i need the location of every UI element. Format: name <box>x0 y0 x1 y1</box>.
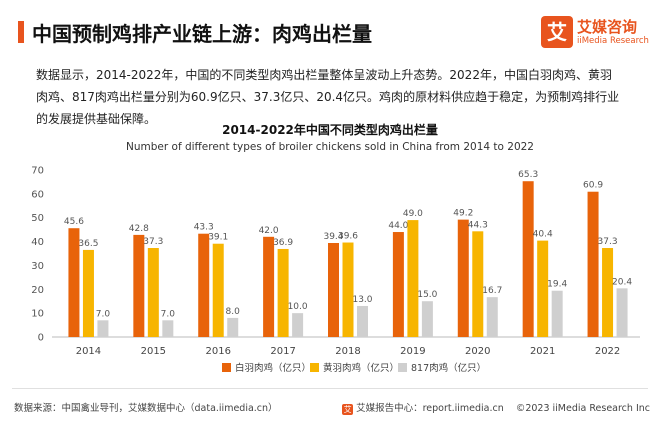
legend-label: 白羽肉鸡（亿只） <box>235 362 311 374</box>
y-tick-label: 60 <box>31 189 44 200</box>
data-label: 8.0 <box>226 307 241 317</box>
bar-series-1 <box>537 240 549 337</box>
legend-label: 817肉鸡（亿只） <box>411 362 486 374</box>
bar-series-2 <box>616 288 628 337</box>
bar-series-1 <box>212 243 224 337</box>
data-label: 16.7 <box>482 286 502 296</box>
legend-swatch <box>398 363 407 372</box>
data-label: 42.0 <box>259 226 279 236</box>
bar-series-0 <box>263 236 275 337</box>
bar-series-2 <box>551 290 563 337</box>
x-tick-label: 2019 <box>400 346 425 357</box>
bar-series-0 <box>522 181 534 337</box>
data-label: 7.0 <box>96 309 111 319</box>
y-tick-label: 0 <box>38 333 44 344</box>
logo-text-en: iiMedia Research <box>577 36 649 46</box>
bar-series-2 <box>486 297 498 337</box>
bar-series-1 <box>147 248 159 337</box>
chart-title: 2014-2022年中国不同类型肉鸡出栏量 <box>222 123 438 137</box>
bar-series-2 <box>292 313 304 337</box>
bar-series-2 <box>162 320 174 337</box>
data-label: 7.0 <box>161 309 176 319</box>
data-label: 39.4 <box>323 232 343 242</box>
page-title: 中国预制鸡排产业链上游：肉鸡出栏量 <box>32 22 372 46</box>
data-label: 44.0 <box>388 221 408 231</box>
legend-label: 黄羽肉鸡（亿只） <box>323 362 399 374</box>
data-label: 39.1 <box>208 233 228 243</box>
legend-swatch <box>310 363 319 372</box>
data-label: 43.3 <box>194 223 214 233</box>
bar-chart: 0 10 20 30 40 50 60 70 45.6 36.5 7.0 2014 42.8 37.3 7.… <box>31 166 640 374</box>
data-label: 19.4 <box>547 280 567 290</box>
report-center-link[interactable]: 艾媒报告中心：report.iimedia.cn <box>356 403 504 414</box>
x-tick-label: 2021 <box>530 346 555 357</box>
y-tick-label: 10 <box>31 309 44 320</box>
data-label: 45.6 <box>64 217 84 227</box>
y-tick-label: 40 <box>31 237 44 248</box>
x-tick-label: 2016 <box>205 346 230 357</box>
logo-glyph: 艾 <box>541 16 573 48</box>
footer-credits: 艾艾媒报告中心：report.iimedia.cn ©2023 iiMedia … <box>342 400 650 415</box>
bar-series-1 <box>342 242 354 337</box>
logo-text-cn: 艾媒咨询 <box>577 18 638 36</box>
data-label: 36.5 <box>78 239 98 249</box>
data-label: 65.3 <box>518 170 538 180</box>
description-line-2: 肉鸡、817肉鸡出栏量分别为60.9亿只、37.3亿只、20.4亿只。鸡肉的原材… <box>36 90 620 104</box>
bar-series-0 <box>328 243 339 337</box>
brand-logo: 艾 艾媒咨询 iiMedia Research <box>541 16 651 50</box>
bar-series-0 <box>198 233 210 337</box>
bar-series-1 <box>472 231 484 337</box>
data-label: 10.0 <box>288 302 308 312</box>
data-label: 39.6 <box>338 232 358 242</box>
x-tick-label: 2014 <box>76 346 101 357</box>
data-label: 49.2 <box>453 209 473 219</box>
bar-series-0 <box>587 191 599 337</box>
header: 中国预制鸡排产业链上游：肉鸡出栏量 艾 艾媒咨询 iiMedia Researc… <box>0 0 660 60</box>
y-tick-label: 30 <box>31 261 44 272</box>
copyright: ©2023 iiMedia Research Inc <box>515 403 650 414</box>
x-tick-label: 2022 <box>595 346 620 357</box>
bar-series-2 <box>357 305 368 337</box>
bar-series-1 <box>602 248 614 337</box>
bar-series-1 <box>277 248 289 337</box>
title-accent-bar <box>18 21 24 43</box>
chart-subtitle: Number of different types of broiler chi… <box>126 141 534 153</box>
y-tick-label: 70 <box>31 166 44 177</box>
bar-series-0 <box>68 228 80 337</box>
description-line-3: 的发展提供基础保障。 <box>36 112 157 126</box>
data-source: 数据来源：中国禽业导刊，艾媒数据中心（data.iimedia.cn） <box>14 403 278 414</box>
data-label: 49.0 <box>403 209 423 219</box>
data-label: 40.4 <box>533 230 553 240</box>
x-tick-label: 2018 <box>335 346 360 357</box>
data-label: 15.0 <box>417 290 437 300</box>
description: 数据显示，2014-2022年，中国的不同类型肉鸡出栏量整体呈波动上升态势。20… <box>36 64 636 130</box>
data-label: 20.4 <box>612 277 632 287</box>
bar-series-2 <box>421 301 433 337</box>
bar-series-0 <box>457 219 469 337</box>
bar-series-1 <box>82 249 94 337</box>
y-tick-label: 20 <box>31 285 44 296</box>
data-label: 37.3 <box>598 237 618 247</box>
bar-series-0 <box>392 232 404 337</box>
x-tick-label: 2017 <box>270 346 295 357</box>
data-label: 60.9 <box>583 181 603 191</box>
x-tick-label: 2020 <box>465 346 490 357</box>
bar-series-1 <box>407 220 419 337</box>
bar-series-0 <box>133 234 145 337</box>
data-label: 36.9 <box>273 238 293 248</box>
description-line-1: 数据显示，2014-2022年，中国的不同类型肉鸡出栏量整体呈波动上升态势。20… <box>36 68 612 82</box>
bar-series-2 <box>227 317 239 337</box>
legend-swatch <box>222 363 231 372</box>
footer-logo-glyph: 艾 <box>342 404 354 415</box>
data-label: 13.0 <box>352 295 372 305</box>
data-label: 44.3 <box>468 220 488 230</box>
footer-divider <box>12 388 648 389</box>
data-label: 37.3 <box>143 237 163 247</box>
data-label: 42.8 <box>129 224 149 234</box>
y-tick-label: 50 <box>31 213 44 224</box>
x-tick-label: 2015 <box>141 346 166 357</box>
bar-series-2 <box>97 320 109 337</box>
